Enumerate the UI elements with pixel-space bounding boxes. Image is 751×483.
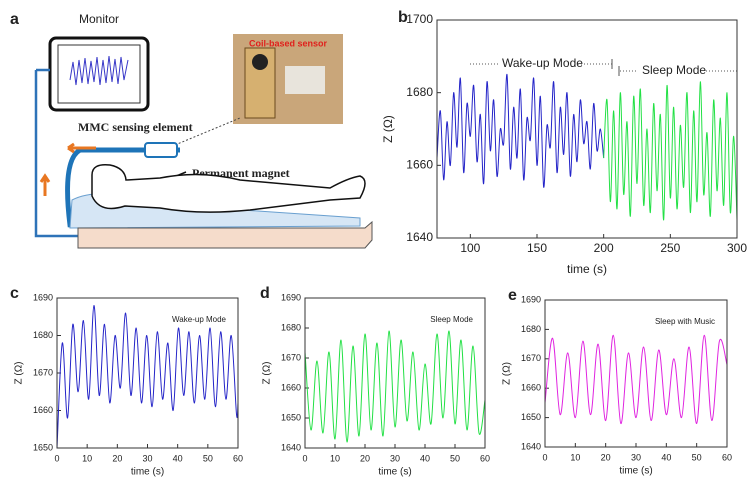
panel-a: a Monitor Coil-based sensor MMC sensing … (10, 11, 373, 249)
panel-label: d (260, 285, 270, 302)
y-tick-label: 1650 (281, 412, 301, 422)
y-tick-label: 1650 (521, 412, 541, 422)
arrow (67, 142, 96, 154)
y-tick-label: 1680 (33, 330, 53, 340)
plot-frame (544, 299, 728, 448)
x-tick-label: 30 (390, 453, 400, 463)
y-tick-label: 1670 (281, 352, 301, 362)
x-tick-label: 150 (527, 241, 547, 255)
y-tick-label: 1660 (521, 383, 541, 393)
plot-frame (56, 297, 239, 449)
x-tick-label: 40 (420, 453, 430, 463)
x-tick-label: 10 (570, 452, 580, 462)
coil (252, 54, 268, 70)
mmc-arm (65, 147, 180, 231)
y-tick-label: 1700 (406, 12, 433, 26)
y-tick-label: 1690 (281, 292, 301, 302)
x-tick-label: 200 (594, 241, 614, 255)
series-line (544, 334, 728, 424)
y-tick-label: 1680 (281, 322, 301, 332)
x-tick-label: 10 (82, 453, 92, 463)
plot-frame (304, 297, 486, 449)
element-label: MMC sensing element (78, 120, 193, 134)
x-tick-label: 30 (142, 453, 152, 463)
x-tick-label: 100 (460, 241, 480, 255)
series-label: Sleep Mode (642, 63, 706, 77)
y-tick-label: 1670 (33, 367, 53, 377)
y-tick-label: 1680 (521, 324, 541, 334)
series-line (56, 304, 239, 449)
cable (34, 70, 78, 238)
bed (77, 220, 373, 249)
x-axis-label: time (s) (378, 467, 411, 478)
series-label: Wake-up Mode (172, 315, 227, 324)
y-axis-label: Z (Ω) (262, 361, 273, 384)
chart: b 1640 1660 1680 1700 100 150 200 250 300 time (s)… (381, 9, 747, 276)
series-line (436, 73, 605, 188)
y-tick-label: 1650 (33, 442, 53, 452)
monitor-trace (69, 55, 129, 86)
y-axis-label: Z (Ω) (381, 115, 395, 143)
x-tick-label: 50 (203, 453, 213, 463)
x-tick-label: 20 (112, 453, 122, 463)
y-axis-label: Z (Ω) (14, 361, 25, 384)
series-label: Wake-up Mode (502, 56, 583, 70)
sensor-body (285, 66, 325, 94)
x-tick-label: 60 (233, 453, 243, 463)
plot-frame (436, 19, 738, 239)
series-line (304, 330, 486, 443)
y-tick-label: 1680 (406, 85, 433, 99)
x-tick-label: 0 (302, 453, 307, 463)
x-tick-label: 20 (360, 453, 370, 463)
x-tick-label: 0 (542, 452, 547, 462)
x-axis-label: time (s) (619, 466, 652, 477)
chart: e 1640 1650 1660 1670 1680 1690 0 10 20 30 40 50 60 ti… (502, 287, 732, 476)
x-tick-label: 50 (692, 452, 702, 462)
x-tick-label: 20 (601, 452, 611, 462)
y-tick-label: 1660 (281, 382, 301, 392)
body (91, 163, 366, 213)
arrow (39, 173, 51, 196)
monitor-label: Monitor (79, 12, 119, 26)
x-tick-label: 50 (450, 453, 460, 463)
sensor-label: Coil-based sensor (249, 38, 328, 48)
x-tick-label: 0 (54, 453, 59, 463)
x-axis-label: time (s) (567, 262, 607, 276)
x-tick-label: 40 (173, 453, 183, 463)
y-tick-label: 1640 (521, 441, 541, 451)
y-tick-label: 1660 (33, 405, 53, 415)
x-tick-label: 300 (727, 241, 747, 255)
x-tick-label: 40 (661, 452, 671, 462)
y-tick-label: 1640 (406, 230, 433, 244)
chart: c 1650 1660 1670 1680 1690 0 10 20 30 40 50 60 time (… (10, 285, 243, 477)
x-tick-label: 30 (631, 452, 641, 462)
panel-label: e (508, 287, 517, 304)
y-axis-label: Z (Ω) (502, 362, 513, 385)
mmc-element (144, 142, 178, 158)
y-tick-label: 1690 (521, 294, 541, 304)
x-tick-label: 10 (330, 453, 340, 463)
x-tick-label: 60 (480, 453, 490, 463)
panel-label: b (398, 9, 408, 26)
panel-label: a (10, 11, 19, 28)
x-tick-label: 250 (660, 241, 680, 255)
series-label: Sleep with Music (655, 317, 715, 326)
series-line (603, 81, 738, 221)
series-label: Sleep Mode (430, 315, 473, 324)
chart: d 1640 1650 1660 1670 1680 1690 0 10 20 30 40 50 60 ti… (260, 285, 490, 477)
x-tick-label: 60 (722, 452, 732, 462)
y-tick-label: 1640 (281, 442, 301, 452)
panel-label: c (10, 285, 19, 302)
y-tick-label: 1670 (521, 353, 541, 363)
x-axis-label: time (s) (131, 467, 164, 478)
y-tick-label: 1690 (33, 292, 53, 302)
y-tick-label: 1660 (406, 158, 433, 172)
